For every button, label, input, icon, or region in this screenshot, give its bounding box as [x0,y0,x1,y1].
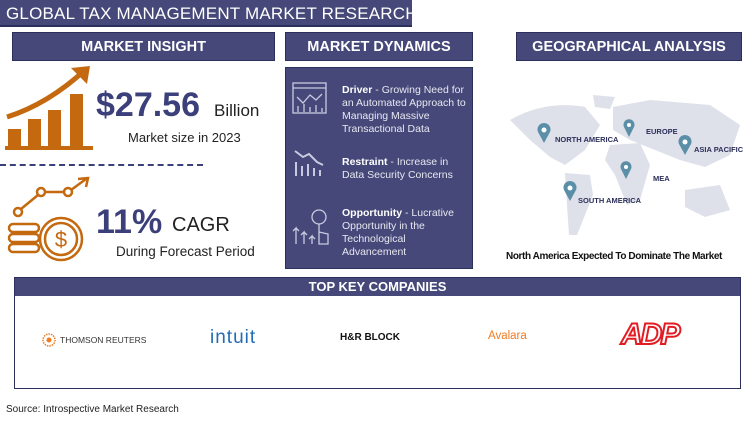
svg-text:$: $ [55,227,67,252]
cagr-label: CAGR [172,214,230,236]
region-europe: EUROPE [646,127,678,136]
market-insight-header: MARKET INSIGHT [12,32,275,61]
map-pin-icon [623,119,635,137]
region-asia-pacific: ASIA PACIFIC [694,145,744,154]
restraint-label: Restraint [342,156,388,168]
opportunity-item: Opportunity - Lucrative Opportunity in t… [342,207,472,259]
region-south-america: SOUTH AMERICA [578,196,642,205]
report-title: GLOBAL TAX MANAGEMENT MARKET RESEARCH RE… [0,0,494,27]
thomson-reuters-emblem-icon [42,333,56,347]
map-pin-icon [563,181,577,201]
top-key-companies-panel: TOP KEY COMPANIES THOMSON REUTERS intuit… [14,277,741,389]
intuit-logo: intuit [210,327,257,348]
market-unit: Billion [214,101,260,120]
geographical-analysis-header: GEOGRAPHICAL ANALYSIS [516,32,742,61]
growth-touch-icon [292,209,329,245]
driver-item: Driver - Growing Need for an Automated A… [342,84,472,136]
market-dynamics-panel: Driver - Growing Need for an Automated A… [285,67,473,269]
driver-label: Driver [342,84,373,96]
restraint-text: - Increase in Data Security Concerns [342,156,453,181]
region-mea: MEA [653,174,670,183]
growth-bar-chart-icon [5,66,93,150]
hr-block-logo: H&R BLOCK [340,332,400,343]
opportunity-label: Opportunity [342,207,403,219]
cagr-value: 11% [96,203,163,241]
opportunity-text: - Lucrative Opportunity in the Technolog… [342,207,455,258]
driver-text: - Growing Need for an Automated Approach… [342,84,466,135]
market-size-caption: Market size in 2023 [128,130,241,145]
top-key-companies-header: TOP KEY COMPANIES [15,278,740,296]
world-map: NORTH AMERICA EUROPE ASIA PACIFIC MEA SO… [505,95,750,250]
restraint-item: Restraint - Increase in Data Security Co… [342,156,472,182]
map-pin-icon [537,123,551,143]
adp-logo: ADP [620,317,681,352]
source-note: Source: Introspective Market Research [6,404,179,415]
avalara-logo: Avalara [488,330,527,342]
dollar-coin-growth-icon: $ [7,176,90,262]
declining-chart-icon [294,150,324,176]
analytics-dashboard-icon [292,82,327,114]
map-pin-icon [678,135,692,155]
cagr-caption: During Forecast Period [116,244,255,259]
map-pin-icon [620,161,632,179]
market-dynamics-header: MARKET DYNAMICS [285,32,473,61]
thomson-reuters-logo: THOMSON REUTERS [42,333,146,347]
divider [0,164,203,166]
market-value: $27.56 [96,86,200,124]
region-north-america: NORTH AMERICA [555,135,619,144]
thomson-reuters-name: THOMSON REUTERS [60,335,147,345]
geo-caption: North America Expected To Dominate The M… [506,251,722,262]
